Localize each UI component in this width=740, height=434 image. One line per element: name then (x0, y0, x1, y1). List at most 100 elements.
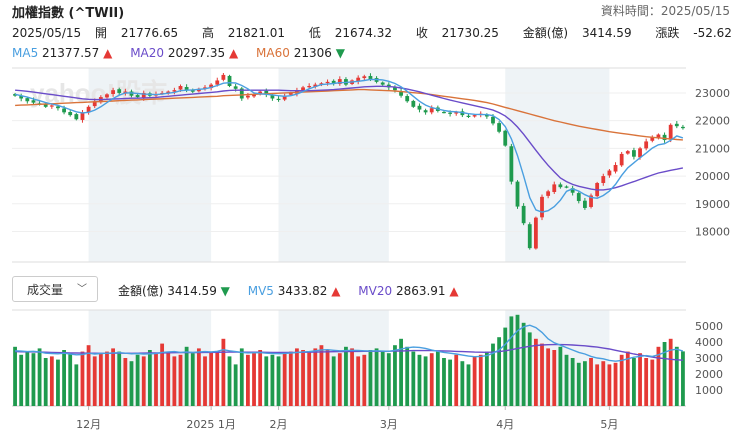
candle-body (337, 79, 342, 84)
x-tick-label: 5月 (600, 418, 618, 431)
volume-bar (656, 346, 661, 406)
candle-body (668, 124, 673, 140)
amount-value: 3414.59 (581, 26, 632, 40)
volume-tick-label: 4000 (695, 336, 723, 349)
volume-bar (215, 351, 220, 406)
month-band (88, 68, 212, 262)
volume-bar (270, 354, 275, 406)
candle-body (509, 146, 514, 182)
volume-bar (674, 346, 679, 406)
candle-body (625, 151, 630, 154)
volume-bar (632, 358, 636, 406)
candle-body (276, 98, 281, 101)
volume-bar (184, 346, 189, 406)
chevron-down-icon: ﹀ (77, 284, 87, 295)
volume-bar (160, 343, 165, 406)
volume-bar (601, 361, 606, 406)
volume-bar (111, 348, 115, 406)
candle-body (576, 193, 581, 202)
candle-body (613, 165, 618, 172)
mv20-arrow-icon: ▲ (449, 284, 459, 298)
volume-bar (141, 356, 146, 406)
candle-body (423, 110, 428, 113)
volume-bar (411, 351, 416, 406)
candle-body (325, 81, 330, 84)
volume-bar (276, 356, 281, 406)
volume-bar (638, 353, 642, 406)
volume-bar (19, 354, 24, 406)
candle-body (558, 184, 563, 188)
candle-body (178, 86, 183, 90)
quote-info-row: 2025/05/15 開 21776.65 高 21821.01 低 21674… (12, 24, 740, 41)
open-label: 開 (95, 26, 108, 40)
ma60-legend: MA60 21306 ▼ (256, 46, 345, 60)
candle-body (454, 112, 459, 114)
candle-body (80, 112, 85, 120)
candle-body (203, 87, 207, 89)
volume-bar (313, 348, 318, 406)
volume-bar (484, 351, 489, 406)
candle-body (129, 91, 134, 96)
change-value: -52.62 (693, 26, 732, 40)
volume-bar (252, 353, 256, 406)
candle-body (56, 106, 60, 109)
candle-body (184, 87, 189, 91)
candle-body (270, 95, 275, 99)
quote-date: 2025/05/15 (12, 26, 82, 40)
candle-body (307, 86, 312, 88)
volume-bar (466, 364, 471, 406)
ma20-arrow-icon: ▲ (228, 46, 239, 60)
volume-bar (386, 353, 391, 406)
candle-body (380, 82, 385, 85)
volume-bar (460, 361, 465, 406)
volume-bar (123, 358, 128, 406)
candle-body (25, 98, 30, 102)
volume-bar (37, 348, 42, 406)
volume-bar (472, 356, 477, 406)
candle-body (417, 105, 422, 110)
candle-body (288, 92, 293, 95)
volume-bar (423, 356, 428, 406)
volume-bar (331, 356, 336, 406)
volume-bar (301, 350, 305, 406)
candle-body (552, 184, 557, 192)
volume-tick-label: 3000 (695, 352, 723, 365)
candle-body (172, 90, 177, 92)
volume-tick-label: 1000 (695, 384, 723, 397)
page-title: 加權指數 (^TWII) (12, 6, 125, 21)
price-tick-label: 22000 (695, 115, 730, 128)
volume-bar (221, 338, 226, 406)
volume-bar (105, 351, 109, 406)
x-tick-label: 12月 (76, 418, 101, 431)
volume-bar (442, 358, 446, 406)
volume-bar (62, 350, 66, 406)
volume-bar (368, 350, 373, 406)
price-tick-label: 23000 (695, 87, 730, 100)
volume-header: 成交量 ﹀ 金額(億) 3414.59 ▼ MV5 3433.82 ▲ MV20… (12, 276, 732, 304)
candle-body (362, 76, 367, 79)
candle-body (644, 141, 649, 149)
month-band (278, 68, 389, 262)
volume-bar (405, 346, 410, 406)
candle-body (393, 86, 397, 91)
candle-body (49, 105, 54, 107)
volume-bar (662, 342, 667, 406)
volume-type-select[interactable]: 成交量 ﹀ (12, 276, 98, 302)
candle-body (233, 86, 238, 89)
volume-bar (448, 359, 452, 406)
candle-body (86, 106, 91, 113)
volume-bar (43, 358, 48, 406)
x-tick-label: 3月 (380, 418, 398, 431)
volume-bar (233, 364, 238, 406)
ma5-legend: MA5 21377.57 ▲ (12, 46, 113, 60)
ma-legend: MA5 21377.57 ▲ MA20 20297.35 ▲ MA60 2130… (12, 46, 359, 60)
ma60-line (15, 88, 683, 141)
candle-body (411, 100, 416, 107)
candle-body (105, 94, 109, 98)
candle-body (472, 115, 477, 117)
candle-body (74, 114, 79, 120)
volume-bar (429, 353, 434, 406)
volume-bar (129, 361, 134, 406)
volume-bar (56, 359, 60, 406)
